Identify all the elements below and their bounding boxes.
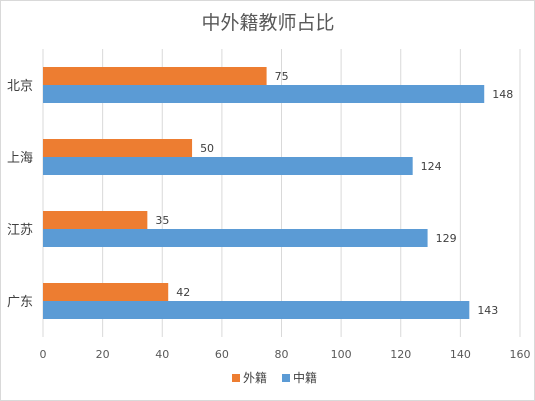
data-label: 148 bbox=[492, 88, 513, 101]
data-label: 50 bbox=[200, 142, 214, 155]
legend-swatch bbox=[232, 374, 240, 382]
bar bbox=[43, 85, 485, 103]
x-tick-label: 120 bbox=[390, 348, 411, 361]
bar bbox=[43, 67, 267, 85]
bar bbox=[43, 211, 148, 229]
bar bbox=[43, 283, 169, 301]
bar bbox=[43, 139, 193, 157]
x-tick-label: 160 bbox=[510, 348, 531, 361]
legend: 外籍 中籍 bbox=[232, 370, 317, 385]
x-tick-label: 140 bbox=[450, 348, 471, 361]
x-tick-label: 0 bbox=[40, 348, 47, 361]
data-label: 42 bbox=[176, 286, 190, 299]
category-label: 上海 bbox=[7, 151, 33, 166]
category-label: 江苏 bbox=[7, 222, 33, 238]
bar bbox=[43, 301, 470, 319]
x-tick-label: 100 bbox=[331, 348, 352, 361]
chart-title: 中外籍教师占比 bbox=[201, 12, 334, 34]
axis-labels: 0 20 40 60 80 100 120 140 160 北京 75 148 上海 50 124 江苏 35 1… bbox=[7, 70, 531, 361]
legend-entry: 外籍 bbox=[243, 370, 267, 385]
x-tick-label: 60 bbox=[215, 348, 229, 361]
x-tick-label: 40 bbox=[155, 348, 169, 361]
legend-swatch bbox=[282, 374, 290, 382]
data-label: 75 bbox=[275, 70, 289, 83]
legend-entry: 中籍 bbox=[293, 370, 317, 385]
category-label: 广东 bbox=[7, 295, 33, 310]
data-label: 143 bbox=[477, 304, 498, 317]
bar bbox=[43, 157, 413, 175]
x-tick-label: 20 bbox=[96, 348, 110, 361]
x-tick-label: 80 bbox=[275, 348, 289, 361]
category-label: 北京 bbox=[7, 79, 33, 94]
bar bbox=[43, 229, 428, 247]
data-label: 124 bbox=[421, 160, 442, 173]
data-label: 35 bbox=[155, 214, 169, 227]
bars bbox=[43, 67, 485, 319]
data-label: 129 bbox=[436, 232, 457, 245]
